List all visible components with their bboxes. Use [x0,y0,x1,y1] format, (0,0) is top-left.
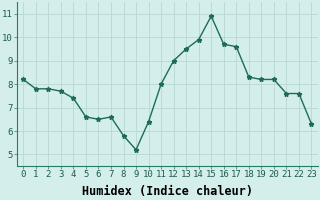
X-axis label: Humidex (Indice chaleur): Humidex (Indice chaleur) [82,185,253,198]
